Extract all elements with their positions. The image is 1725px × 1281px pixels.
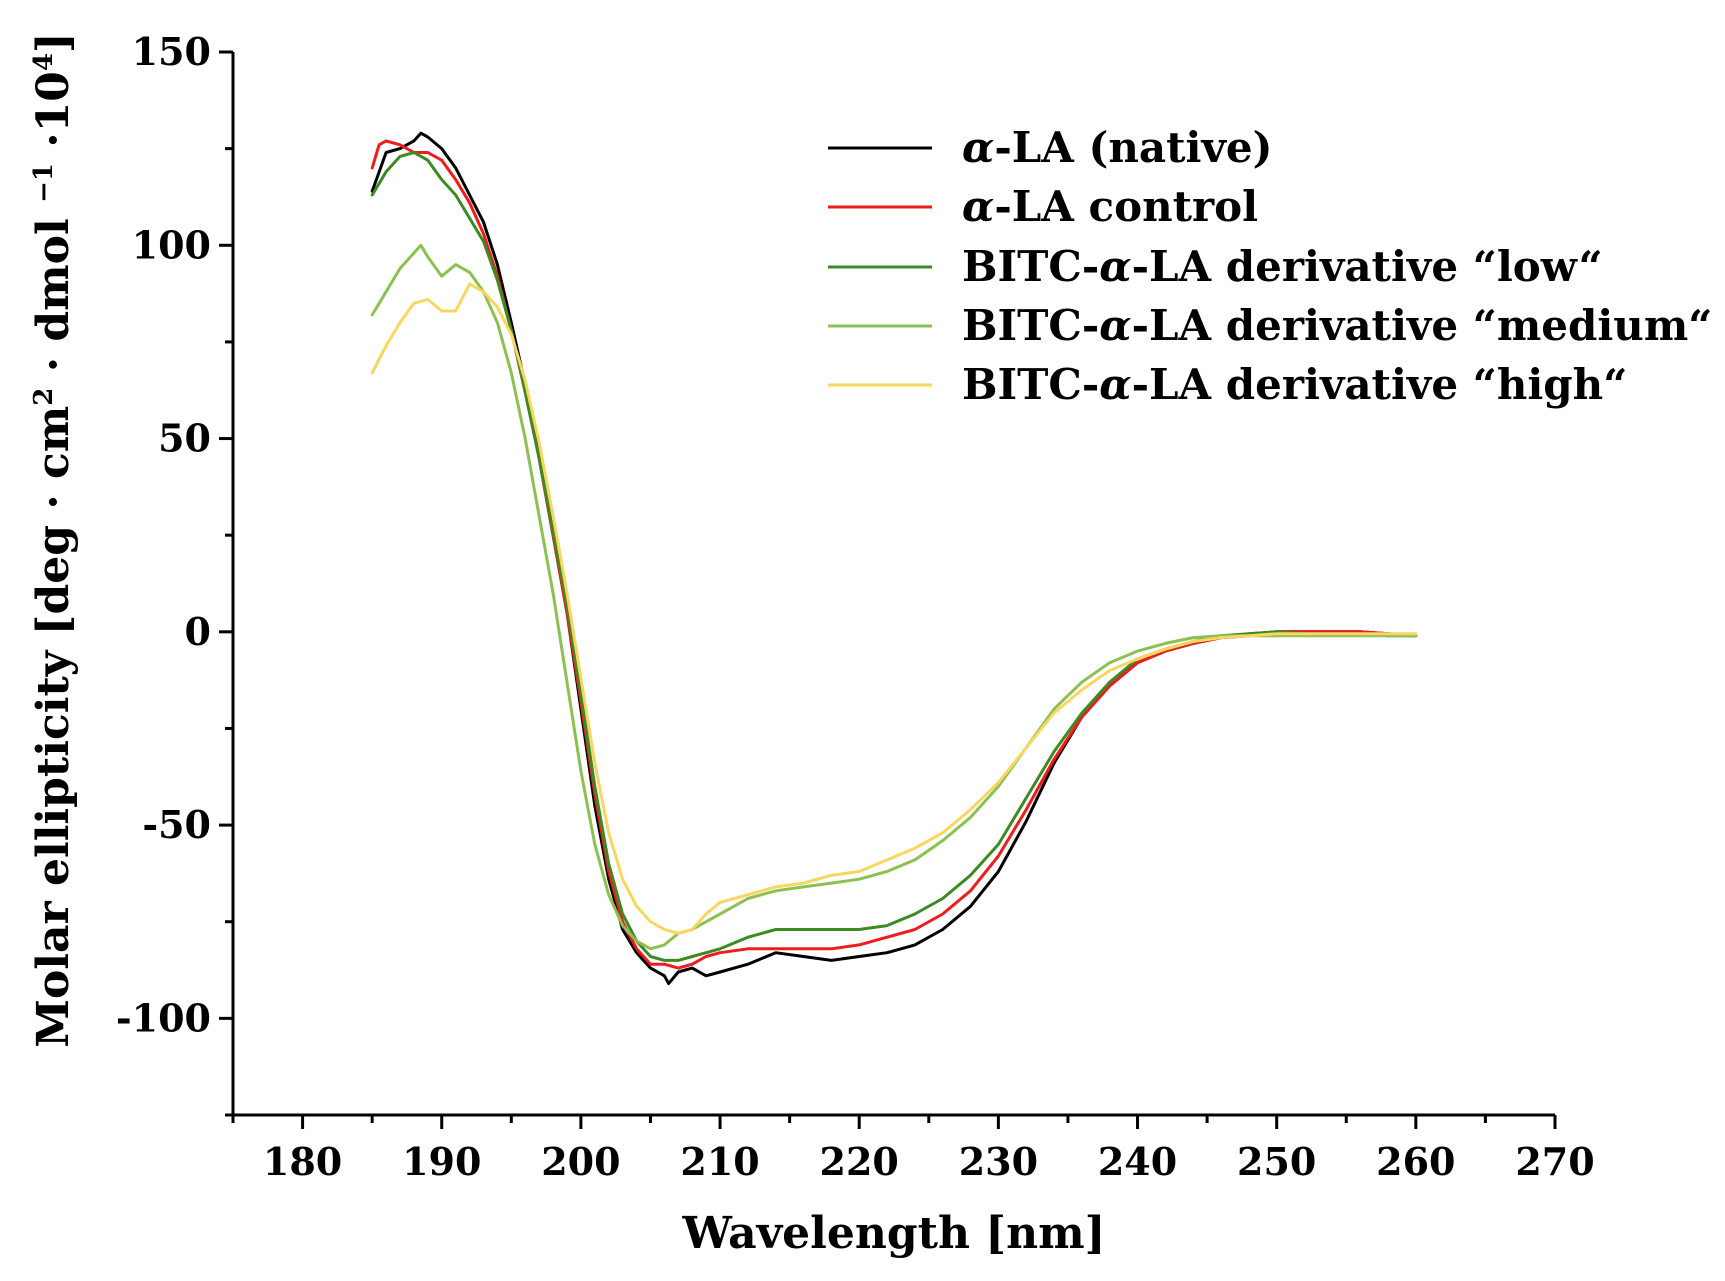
axes	[231, 52, 1555, 1117]
series-line-4	[370, 282, 1418, 935]
legend-item: α-LA control	[828, 182, 1258, 231]
y-axis-label-main: Molar ellipticity [deg · cm	[28, 406, 79, 1048]
legend-item: BITC-α-LA derivative “low“	[828, 242, 1603, 291]
x-tick-label: 210	[680, 1139, 759, 1184]
x-tick-label: 230	[959, 1139, 1038, 1184]
legend-item: BITC-α-LA derivative “medium“	[828, 301, 1712, 350]
y-axis-label: Molar ellipticity [deg · cm2 · dmol −1 ·…	[28, 32, 79, 1048]
legend-item: α-LA (native)	[828, 123, 1272, 172]
y-tick-label: -100	[116, 995, 211, 1040]
x-tick-label: 190	[402, 1139, 481, 1184]
y-tick-label: 0	[185, 609, 211, 654]
y-axis-label-sup2: −1	[29, 163, 59, 203]
x-tick-label: 260	[1376, 1139, 1455, 1184]
y-tick-label: 50	[158, 416, 211, 461]
y-axis-label-mid: · dmol	[28, 203, 79, 388]
series-group	[370, 131, 1418, 986]
y-ticks: 150 100 50 0 -50 -100	[116, 29, 233, 1117]
y-tick-label: 150	[132, 29, 211, 74]
y-tick-label: 100	[132, 222, 211, 267]
legend-label-medium: BITC-α-LA derivative “medium“	[962, 301, 1712, 350]
x-tick-label: 180	[263, 1139, 342, 1184]
legend-label-control: α-LA control	[962, 182, 1258, 231]
x-tick-label: 220	[820, 1139, 899, 1184]
y-axis-label-sup3: 4	[29, 53, 59, 71]
y-axis-label-end: ]	[28, 32, 79, 53]
x-tick-label: 270	[1515, 1139, 1594, 1184]
x-tick-label: 200	[541, 1139, 620, 1184]
y-tick-label: -50	[142, 802, 211, 847]
x-tick-label: 240	[1098, 1139, 1177, 1184]
legend-label-native: α-LA (native)	[962, 123, 1272, 172]
x-axis-label: Wavelength [nm]	[682, 1208, 1106, 1259]
legend-label-high: BITC-α-LA derivative “high“	[962, 360, 1627, 409]
x-ticks: 180 190 200 210 220 230 240 250 260 270	[231, 1115, 1595, 1184]
series-line-1	[370, 139, 1418, 970]
y-axis-label-sup1: 2	[29, 388, 59, 406]
y-axis-label-mid2: ·10	[28, 71, 79, 163]
legend-item: BITC-α-LA derivative “high“	[828, 360, 1627, 409]
series-line-3	[370, 243, 1418, 951]
legend-label-low: BITC-α-LA derivative “low“	[962, 242, 1603, 291]
x-tick-label: 250	[1237, 1139, 1316, 1184]
legend: α-LA (native) α-LA control BITC-α-LA der…	[828, 123, 1712, 409]
